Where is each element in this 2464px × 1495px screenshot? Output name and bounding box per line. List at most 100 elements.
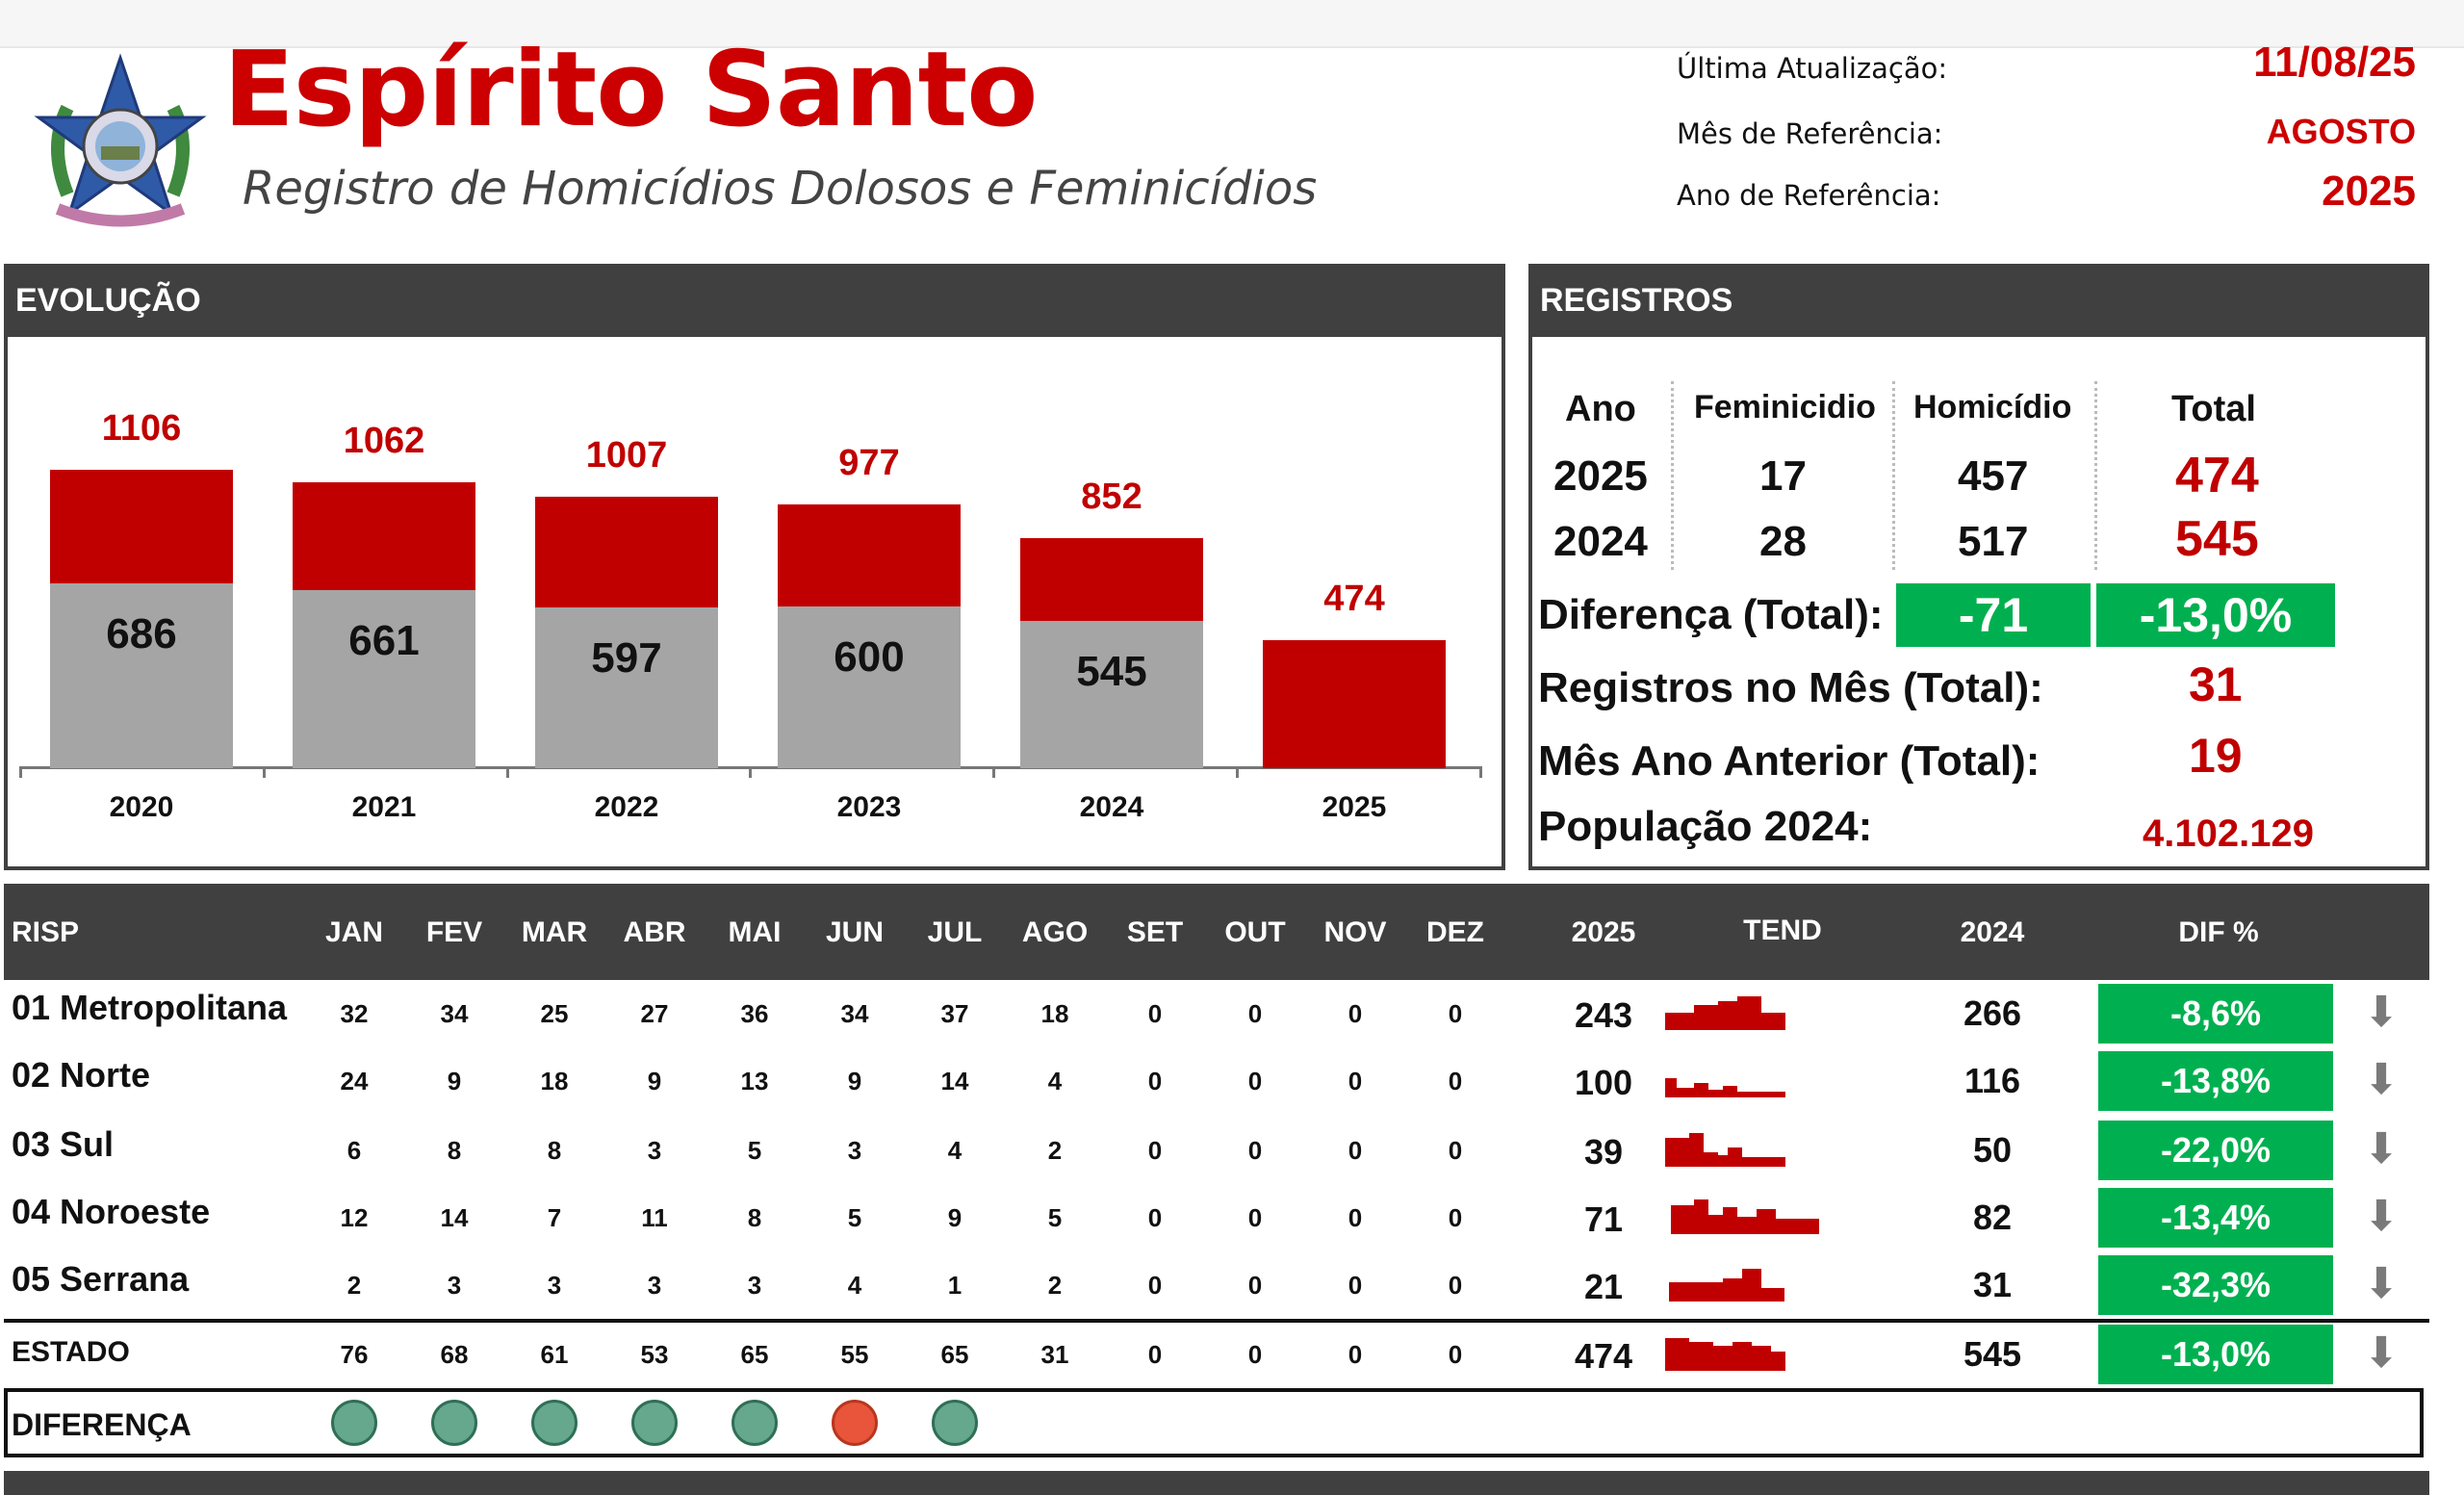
month-value: 34 <box>440 999 469 1028</box>
status-dot-better <box>431 1400 477 1446</box>
diff-percent-cell: -32,3% <box>2098 1255 2333 1315</box>
month-value: 13 <box>740 1067 769 1095</box>
month-value: 5 <box>847 1203 862 1232</box>
col-month: AGO <box>1021 916 1089 948</box>
month-value: 4 <box>947 1136 962 1165</box>
month-value: 9 <box>947 1203 962 1232</box>
col-risp: RISP <box>12 916 80 948</box>
arrow-down-icon: ⬇ <box>2363 1329 2400 1377</box>
col-homicidio: Homicídio <box>1913 389 2072 425</box>
col-feminicidio: Feminicidio <box>1694 389 1876 425</box>
value-2025: 100 <box>1574 1063 1633 1102</box>
month-value: 3 <box>847 1136 862 1165</box>
col-tend: TEND <box>1743 915 1822 946</box>
month-value: 25 <box>540 999 569 1028</box>
month-value: 4 <box>847 1271 862 1300</box>
value-2025: 243 <box>1574 995 1633 1035</box>
month-value: 0 <box>1147 1136 1163 1165</box>
month-value: 2 <box>1047 1271 1063 1300</box>
evolucao-panel-header: EVOLUÇÃO <box>4 264 1505 337</box>
value-2025: 71 <box>1583 1199 1624 1239</box>
registros-heading: REGISTROS <box>1540 281 1733 319</box>
coat-of-arms-logo <box>29 50 212 233</box>
month-value: 3 <box>547 1271 562 1300</box>
trend-sparkline <box>1665 1133 1785 1167</box>
last-update-value: 11/08/25 <box>2253 39 2416 86</box>
month-value: 4 <box>1047 1067 1063 1095</box>
month-value: 7 <box>547 1203 562 1232</box>
reg-feminicidio: 17 <box>1759 452 1807 500</box>
risp-name: 02 Norte <box>12 1055 151 1095</box>
month-value: 8 <box>747 1203 762 1232</box>
separator <box>1671 381 1674 570</box>
month-value: 18 <box>540 1067 569 1095</box>
status-dot-better <box>631 1400 678 1446</box>
month-value: 0 <box>1247 999 1263 1028</box>
trend-sparkline-shape <box>1669 1269 1784 1302</box>
col-month: JAN <box>324 916 383 948</box>
month-value: 36 <box>740 999 769 1028</box>
month-value: 5 <box>747 1136 762 1165</box>
diff-percent-cell: -22,0% <box>2098 1121 2333 1180</box>
month-value: 0 <box>1348 1136 1363 1165</box>
month-value: 0 <box>1247 1271 1263 1300</box>
month-value: 0 <box>1448 1340 1463 1369</box>
status-dot-better <box>732 1400 778 1446</box>
arrow-down-icon: ⬇ <box>2363 1056 2400 1103</box>
col-total: Total <box>2171 389 2256 429</box>
reg-year: 2025 <box>1553 452 1648 500</box>
col-dif: DIF % <box>2178 916 2259 948</box>
diferenca-label: DIFERENÇA <box>12 1407 192 1442</box>
month-records-label: Registros no Mês (Total): <box>1538 664 2043 711</box>
evolucao-chart-panel <box>4 333 1505 870</box>
reference-year-value: 2025 <box>2322 168 2416 215</box>
trend-sparkline-shape <box>1665 1078 1785 1097</box>
month-value: 5 <box>1047 1203 1063 1232</box>
arrow-down-icon: ⬇ <box>2363 1193 2400 1240</box>
top-strip <box>0 0 2464 48</box>
month-value: 68 <box>440 1340 469 1369</box>
reg-homicidio: 517 <box>1958 518 2029 565</box>
diff-percent-cell: -13,4% <box>2098 1188 2333 1248</box>
col-month: ABR <box>623 916 686 948</box>
trend-sparkline <box>1665 1078 1785 1097</box>
trend-sparkline <box>1665 996 1785 1030</box>
month-value: 18 <box>1040 999 1069 1028</box>
col-month: OUT <box>1224 916 1286 948</box>
month-value: 65 <box>940 1340 969 1369</box>
reg-homicidio: 457 <box>1958 452 2029 500</box>
estado-separator <box>4 1319 2429 1323</box>
month-value: 0 <box>1348 1340 1363 1369</box>
trend-sparkline <box>1669 1269 1784 1302</box>
month-value: 12 <box>340 1203 369 1232</box>
month-value: 1 <box>947 1271 962 1300</box>
col-month: MAR <box>521 916 588 948</box>
arrow-down-icon: ⬇ <box>2363 1125 2400 1173</box>
month-value: 0 <box>1448 1136 1463 1165</box>
risp-name: 04 Noroeste <box>12 1192 211 1231</box>
value-2024: 31 <box>1972 1265 2013 1304</box>
risp-table-header <box>4 884 2429 980</box>
col-2024: 2024 <box>1960 916 2025 948</box>
trend-sparkline-shape <box>1665 1338 1785 1371</box>
page-subtitle: Registro de Homicídios Dolosos e Feminic… <box>243 162 1318 216</box>
reg-total: 545 <box>2175 511 2259 567</box>
arrow-down-icon: ⬇ <box>2363 989 2400 1036</box>
month-value: 0 <box>1147 1067 1163 1095</box>
reg-feminicidio: 28 <box>1759 518 1807 565</box>
difference-absolute: -71 <box>1896 583 2091 647</box>
month-value: 2 <box>1047 1136 1063 1165</box>
previous-year-month-value: 19 <box>2189 729 2243 783</box>
col-month: SET <box>1126 916 1184 948</box>
month-value: 24 <box>340 1067 369 1095</box>
col-month: JUN <box>825 916 884 948</box>
month-value: 3 <box>747 1271 762 1300</box>
next-section-header <box>4 1471 2429 1495</box>
col-month: MAI <box>728 916 782 948</box>
month-value: 61 <box>540 1340 569 1369</box>
month-value: 3 <box>647 1136 662 1165</box>
trend-sparkline-shape <box>1665 996 1785 1030</box>
reference-month-label: Mês de Referência: <box>1677 117 1943 150</box>
col-month: JUL <box>927 916 983 948</box>
month-value: 3 <box>647 1271 662 1300</box>
